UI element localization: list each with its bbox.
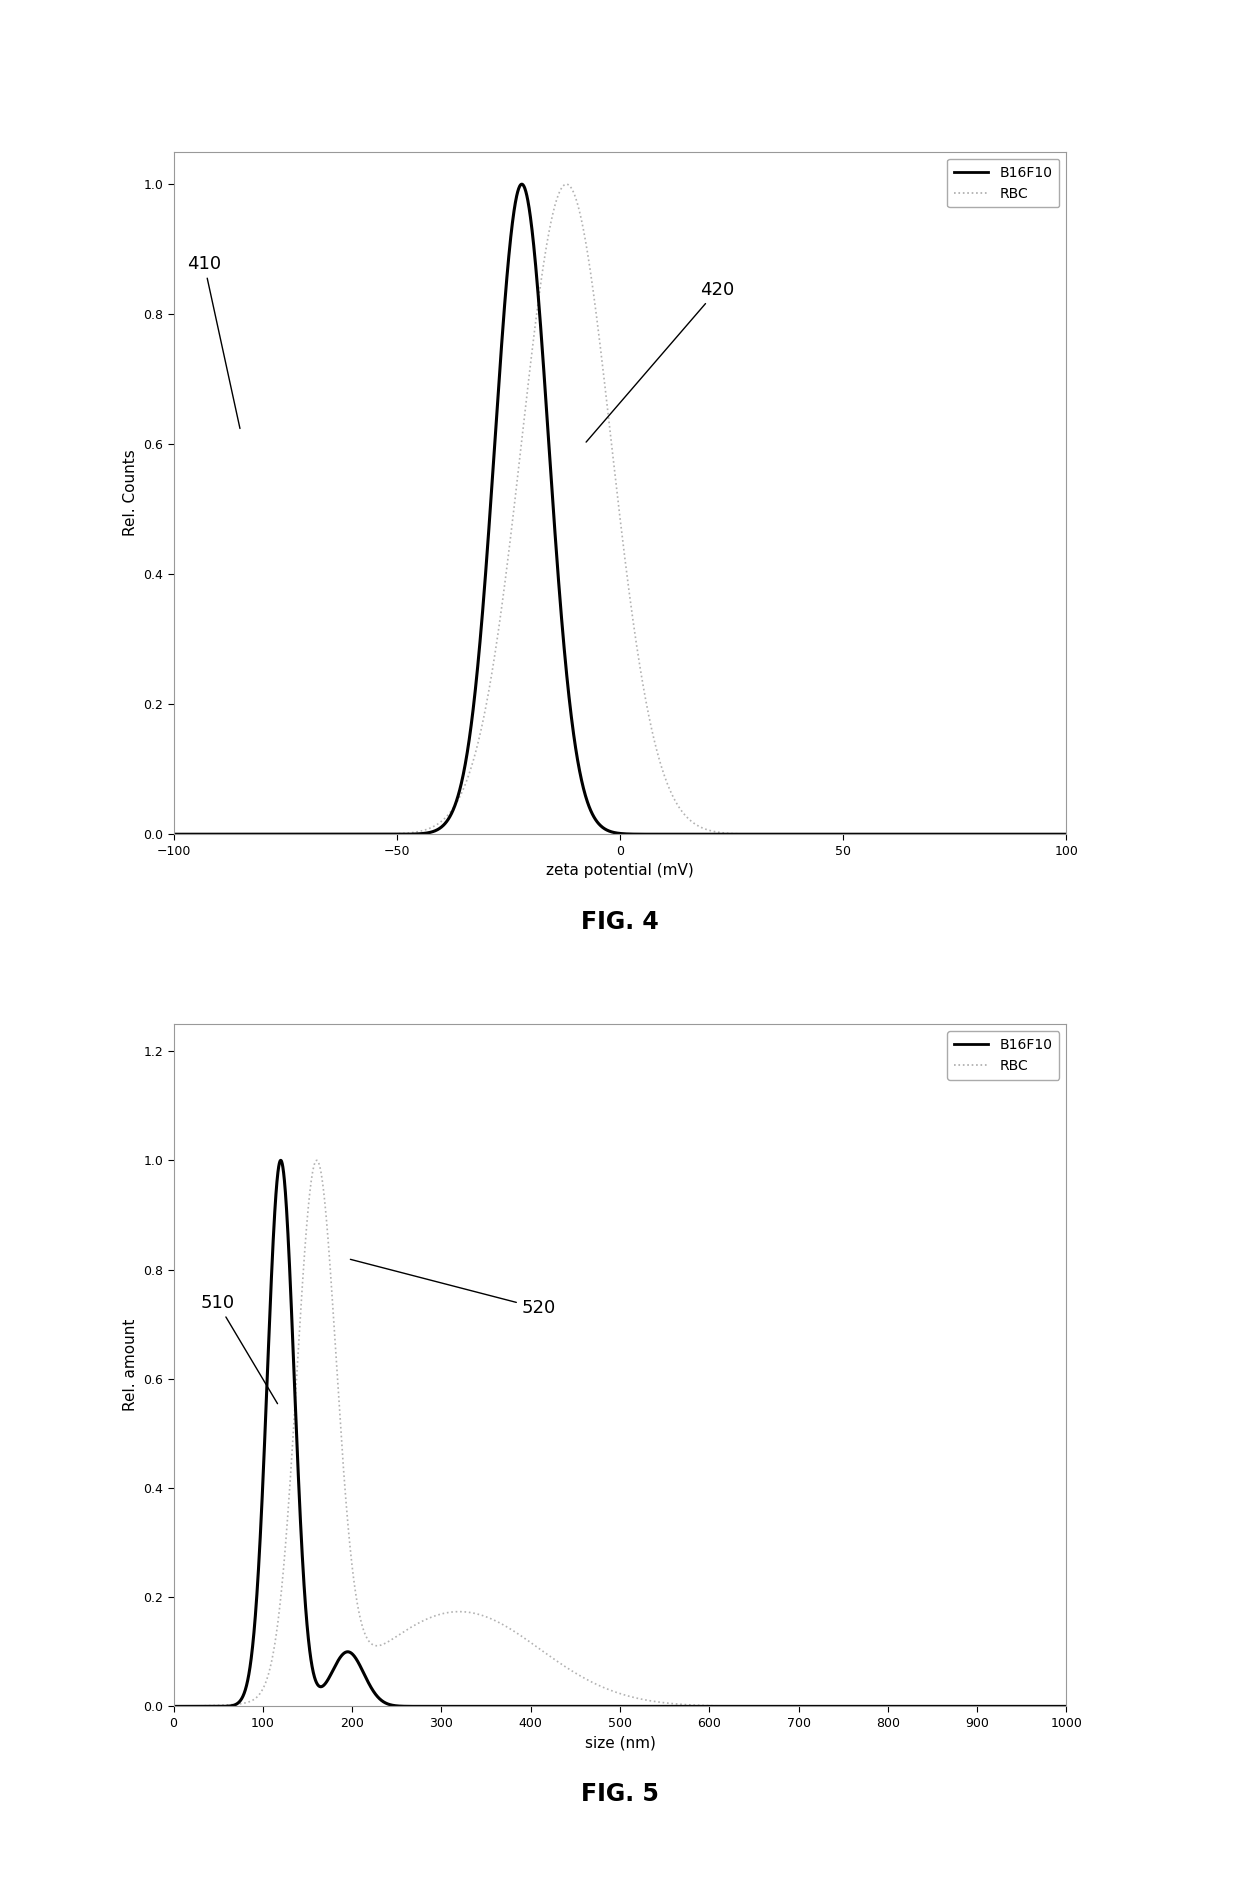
Y-axis label: Rel. Counts: Rel. Counts: [123, 449, 138, 537]
Legend: B16F10, RBC: B16F10, RBC: [946, 1031, 1059, 1079]
Text: FIG. 4: FIG. 4: [582, 910, 658, 935]
Y-axis label: Rel. amount: Rel. amount: [123, 1320, 138, 1411]
Legend: B16F10, RBC: B16F10, RBC: [946, 159, 1059, 207]
Text: 410: 410: [187, 254, 241, 428]
Text: 420: 420: [587, 281, 734, 442]
X-axis label: zeta potential (mV): zeta potential (mV): [546, 863, 694, 878]
X-axis label: size (nm): size (nm): [584, 1735, 656, 1750]
Text: 520: 520: [351, 1259, 556, 1318]
Text: FIG. 5: FIG. 5: [582, 1782, 658, 1807]
Text: 510: 510: [201, 1293, 278, 1403]
